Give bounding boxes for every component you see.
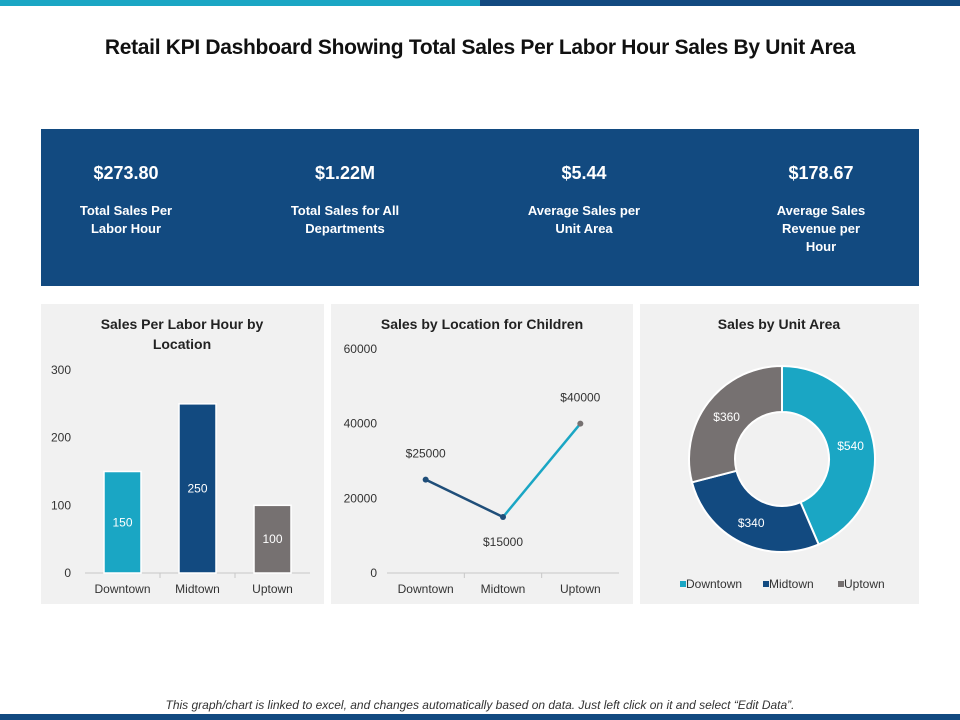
kpi-label: Total Sales for All Departments bbox=[260, 202, 430, 238]
donut-chart-panel: Sales by Unit Area $540 $340 $360 Downtown Mi… bbox=[640, 304, 919, 604]
line-data-label: $15000 bbox=[483, 535, 523, 549]
x-tick-label: Downtown bbox=[398, 582, 454, 596]
legend-swatch-downtown bbox=[680, 581, 686, 587]
y-tick-label: 40000 bbox=[344, 417, 378, 431]
chart-title: Sales by Unit Area bbox=[718, 316, 841, 332]
kpi-value: $1.22M bbox=[314, 163, 376, 183]
donut-slice-downtown bbox=[781, 364, 876, 546]
kpi-label-line: Hour bbox=[805, 239, 837, 254]
kpi-label-line: Average Sales bbox=[776, 203, 866, 218]
top-accent-bar-teal bbox=[0, 0, 480, 6]
kpi-label-line: Total Sales for All bbox=[290, 203, 400, 218]
kpi-label-line: Unit Area bbox=[555, 221, 613, 236]
top-accent-bar-navy bbox=[480, 0, 960, 6]
y-tick-label: 0 bbox=[370, 566, 377, 580]
kpi-label: Average Sales Revenue per Hour bbox=[736, 202, 906, 256]
x-tick-label: Uptown bbox=[252, 582, 293, 596]
kpi-value: $5.44 bbox=[561, 163, 607, 183]
legend-swatch-uptown bbox=[838, 581, 844, 587]
kpi-value: $273.80 bbox=[93, 163, 159, 183]
bar-uptown bbox=[253, 504, 292, 574]
x-tick-label: Uptown bbox=[560, 582, 601, 596]
bar-data-label: 250 bbox=[187, 481, 207, 495]
line-data-label: $40000 bbox=[560, 391, 600, 405]
line-point-midtown bbox=[500, 514, 506, 520]
chart-title: Location bbox=[153, 336, 211, 352]
x-tick-label: Midtown bbox=[481, 582, 526, 596]
kpi-label: Total Sales Per Labor Hour bbox=[41, 202, 211, 238]
donut-data-label: $540 bbox=[837, 439, 864, 453]
y-tick-label: 60000 bbox=[344, 342, 378, 356]
y-tick-label: 0 bbox=[64, 566, 71, 580]
kpi-label-line: Revenue per bbox=[781, 221, 861, 236]
line-point-downtown bbox=[422, 476, 429, 483]
bar-chart-panel: Sales Per Labor Hour by Location 0 100 200 30… bbox=[41, 304, 324, 604]
donut-chart: Sales by Unit Area $540 $340 $360 Downtown Mi… bbox=[680, 316, 885, 591]
bar-data-label: 100 bbox=[262, 532, 282, 546]
y-tick-label: 300 bbox=[51, 363, 71, 377]
kpi-label-line: Labor Hour bbox=[90, 221, 162, 236]
donut-data-label: $340 bbox=[738, 516, 765, 530]
bar-data-label: 150 bbox=[112, 515, 132, 529]
y-tick-label: 100 bbox=[51, 498, 71, 512]
legend-label: Downtown bbox=[686, 577, 742, 591]
line-segment bbox=[425, 478, 504, 519]
chart-title: Sales by Location for Children bbox=[381, 316, 583, 332]
y-tick-label: 200 bbox=[51, 431, 71, 445]
kpi-label-line: Total Sales Per bbox=[79, 203, 173, 218]
bar-downtown bbox=[103, 470, 142, 574]
page-title: Retail KPI Dashboard Showing Total Sales… bbox=[104, 36, 856, 59]
kpi-label: Average Sales per Unit Area bbox=[499, 202, 669, 238]
bottom-accent-bar bbox=[0, 714, 960, 720]
kpi-label-line: Departments bbox=[305, 221, 385, 236]
line-chart-panel: Sales by Location for Children 0 20000 4000… bbox=[331, 304, 633, 604]
legend-label: Midtown bbox=[769, 577, 814, 591]
donut-slice-uptown bbox=[688, 364, 783, 484]
x-tick-label: Downtown bbox=[94, 582, 150, 596]
line-segment bbox=[502, 422, 582, 518]
x-tick-label: Midtown bbox=[175, 582, 220, 596]
legend-swatch-midtown bbox=[763, 581, 769, 587]
line-data-label: $25000 bbox=[406, 447, 446, 461]
y-tick-label: 20000 bbox=[344, 491, 378, 505]
kpi-value: $178.67 bbox=[788, 163, 854, 183]
line-chart: Sales by Location for Children 0 20000 4000… bbox=[344, 316, 619, 596]
bar-chart: Sales Per Labor Hour by Location 0 100 200 30… bbox=[51, 316, 310, 596]
bar-midtown bbox=[178, 403, 217, 574]
legend-label: Uptown bbox=[844, 577, 885, 591]
kpi-label-line: Average Sales per bbox=[527, 203, 641, 218]
footnote: This graph/chart is linked to excel, and… bbox=[165, 698, 795, 712]
line-point-uptown bbox=[577, 420, 584, 427]
chart-title: Sales Per Labor Hour by bbox=[101, 316, 264, 332]
donut-data-label: $360 bbox=[713, 410, 740, 424]
donut-slice-midtown bbox=[690, 469, 820, 553]
kpi-banner: $273.80 Total Sales Per Labor Hour $1.22… bbox=[41, 129, 919, 286]
